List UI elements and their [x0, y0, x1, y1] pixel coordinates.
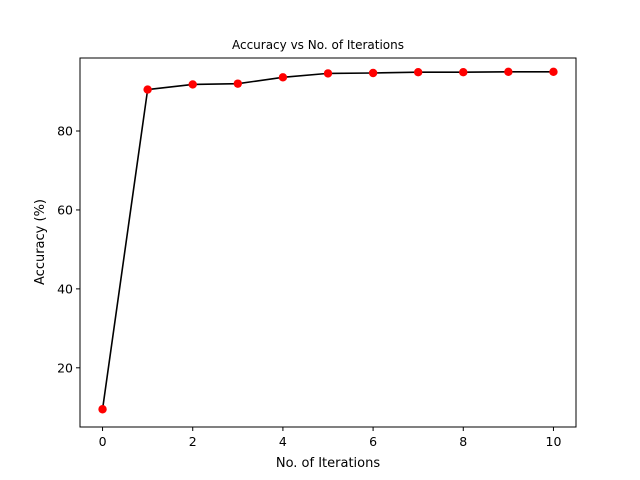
x-tick-label: 2 — [189, 434, 197, 449]
y-axis-label: Accuracy (%) — [33, 199, 48, 285]
data-point — [413, 68, 423, 77]
data-point — [459, 68, 468, 77]
y-tick-label: 40 — [57, 281, 73, 296]
data-point — [549, 67, 558, 77]
plot-area: 0 2 4 6 8 10 20 40 60 80 — [57, 57, 577, 449]
x-tick-label: 0 — [99, 434, 107, 449]
y-tick-label: 60 — [57, 202, 73, 217]
x-tick-label: 10 — [546, 434, 562, 449]
y-tick-label: 20 — [57, 360, 73, 375]
y-axis-ticks: 20 40 60 80 — [57, 124, 80, 375]
data-point — [368, 68, 378, 78]
data-point — [98, 405, 107, 414]
data-point — [143, 85, 152, 94]
plot-frame — [79, 57, 577, 428]
data-point — [323, 69, 333, 78]
x-tick-label: 6 — [369, 434, 377, 449]
x-tick-label: 4 — [279, 434, 287, 449]
x-axis-label: No. of Iterations — [276, 456, 381, 471]
x-tick-label: 8 — [459, 434, 467, 449]
y-tick-label: 80 — [57, 124, 73, 139]
series-line — [101, 71, 554, 410]
data-point — [233, 79, 243, 88]
data-point — [278, 73, 288, 82]
data-point — [504, 67, 513, 77]
x-axis-ticks: 0 2 4 6 8 10 — [99, 427, 562, 449]
data-point — [188, 80, 197, 89]
series-layer — [98, 67, 558, 414]
chart-title: Accuracy vs No. of Iterations — [232, 38, 404, 52]
